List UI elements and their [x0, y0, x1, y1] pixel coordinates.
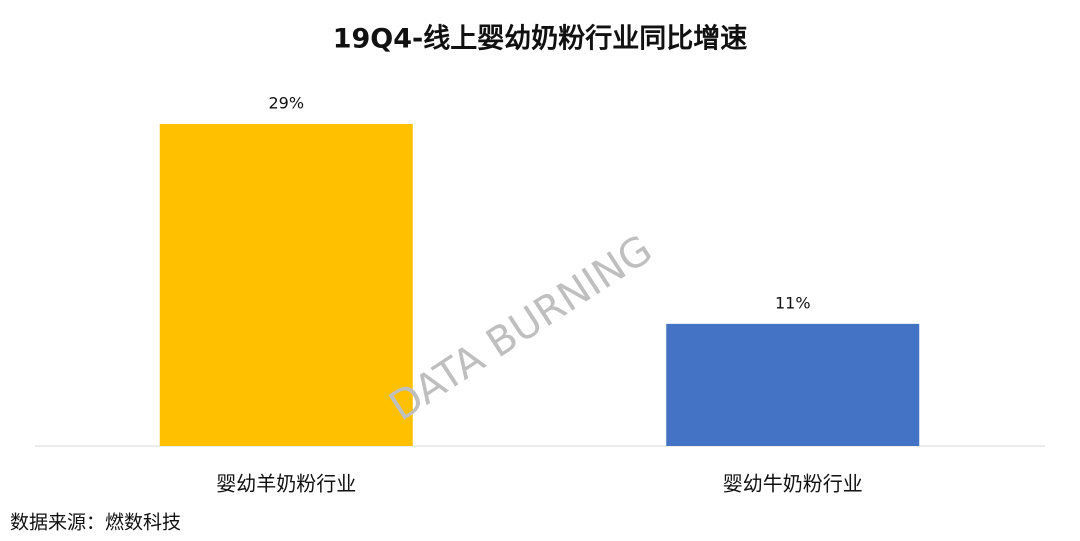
- bar: [159, 124, 413, 446]
- value-label: 11%: [775, 293, 811, 312]
- source-note: 数据来源：燃数科技: [10, 512, 181, 534]
- x-tick-label: 婴幼羊奶粉行业: [216, 472, 356, 496]
- chart-title: 19Q4-线上婴幼奶粉行业同比增速: [333, 23, 748, 55]
- x-tick-label: 婴幼牛奶粉行业: [723, 472, 863, 496]
- bar: [666, 323, 920, 446]
- value-label: 29%: [268, 94, 304, 113]
- watermark: DATA BURNING: [381, 227, 660, 431]
